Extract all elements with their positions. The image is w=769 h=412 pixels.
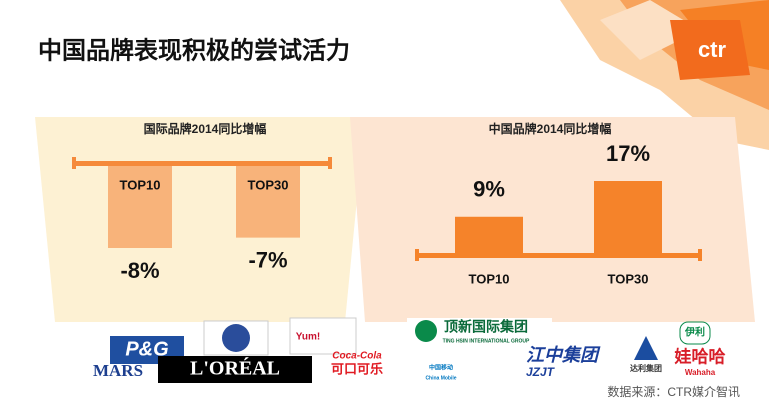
chart-title: 中国品牌2014同比增幅 [489,121,612,136]
logo-text: P&G [125,338,168,360]
logo-text: 伊利 [684,326,705,339]
source: 数据来源：CTR媒介智讯 [607,384,740,399]
logo-text: 可口可乐 [331,361,383,376]
logo-text: TING HSIN INTERNATIONAL GROUP [443,338,530,344]
category-label: TOP30 [248,177,289,192]
logo-text: Yum! [296,332,320,343]
logo-text: JZJT [526,365,556,379]
baseline-end [72,157,76,169]
value-label: 17% [606,141,650,166]
decoration [35,0,769,322]
baseline-end [415,249,419,261]
bar [108,165,172,248]
logo-text: MARS [93,361,143,380]
value-label: -7% [248,247,287,272]
bar [455,216,523,257]
logo-text: 江中集团 [526,345,601,365]
category-label: TOP30 [608,271,649,286]
logo-text: China Mobile [425,375,456,381]
right-panel [350,117,755,322]
logos: P&G MARS L'ORÉAL Yum! Coca-Cola 可口可乐 顶新国… [93,317,726,384]
slide-title: 中国品牌表现积极的尝试活力 [38,36,350,64]
logo-text: Coca-Cola [332,351,382,362]
category-label: TOP10 [469,271,510,286]
category-label: TOP10 [120,177,161,192]
bar [594,181,662,257]
bar [236,165,300,238]
baseline-end [698,249,702,261]
logo-text: 娃哈哈 [674,346,726,366]
left-panel [35,117,365,322]
logo-text: 达利集团 [630,363,662,373]
logo-text: Wahaha [685,368,716,377]
value-label: 9% [473,177,505,202]
baseline [72,161,332,166]
logo-text: 中国移动 [429,364,453,372]
logo-text: 顶新国际集团 [444,319,528,335]
value-label: -8% [120,258,159,283]
logo: ctr [698,37,727,62]
logo-text: L'ORÉAL [190,357,280,380]
baseline [415,253,702,258]
baseline-end [328,157,332,169]
chart-title: 国际品牌2014同比增幅 [144,121,267,136]
